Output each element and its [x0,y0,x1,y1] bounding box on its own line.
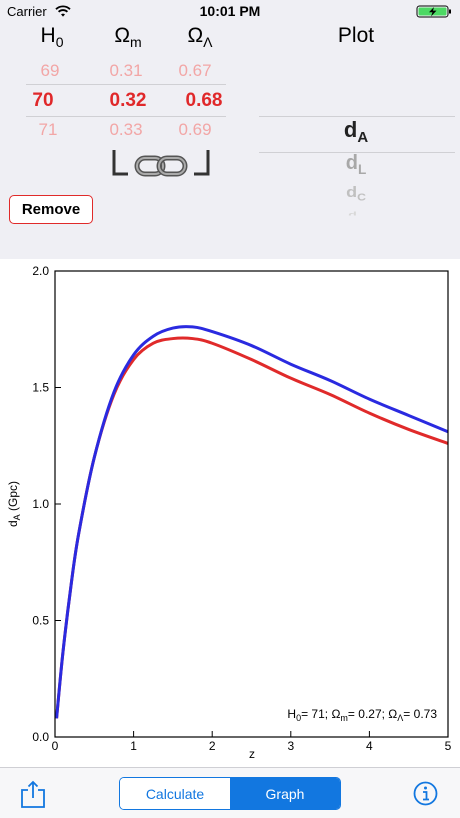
mode-segmented-control[interactable]: Calculate Graph [119,777,341,810]
x-tick-label: 0 [52,739,59,753]
y-tick-label: 0.0 [32,730,49,744]
y-tick-label: 0.5 [32,614,49,628]
parameter-panel: H0 Ωm ΩΛ 69 70 71 0.31 0.32 0.33 0.67 0.… [0,22,460,259]
graph-tab[interactable]: Graph [230,778,340,809]
omega-m-option-below[interactable]: 0.33 [109,120,143,139]
h0-option-above[interactable]: 69 [40,61,60,80]
plot-title: Plot [337,24,375,47]
x-axis-label: z [249,747,255,761]
h0-header: H0 [40,24,64,50]
plot-option-da[interactable]: dA [343,117,369,147]
omega-m-header: Ωm [114,24,142,50]
x-tick-label: 2 [209,739,216,753]
status-bar: Carrier 10:01 PM [0,0,460,22]
battery-charging-icon [416,5,451,18]
plot-selection-line-bottom [259,152,455,153]
series-line-1 [55,336,449,719]
y-tick-label: 1.5 [32,381,49,395]
link-icon[interactable] [110,146,212,180]
omega-lambda-option-selected[interactable]: 0.68 [185,90,223,111]
parameter-annotation: H0= 71; Ωm= 0.27; ΩΛ= 0.73 [287,707,437,723]
picker-selection-line-bottom [26,116,226,117]
carrier-label: Carrier [7,4,47,19]
omega-lambda-header: ΩΛ [187,24,213,50]
plot-option-dh[interactable]: dH [348,210,363,216]
info-icon[interactable] [413,781,438,806]
x-tick-label: 3 [287,739,294,753]
y-axis-label: dA (Gpc) [6,481,22,527]
plot-option-dl[interactable]: dL [345,152,367,177]
clock: 10:01 PM [199,3,261,19]
plot-selection-line-top [259,116,455,117]
plot-option-dc[interactable]: dC [346,184,366,203]
omega-lambda-option-below[interactable]: 0.69 [178,120,212,139]
picker-selection-line-top [26,84,226,85]
wifi-icon [55,5,71,17]
h0-option-below[interactable]: 71 [38,120,58,139]
distance-chart: 0 1 2 3 4 5 0.0 0.5 1.0 1.5 2.0 z dA (Gpc) H0= 71… [6,264,452,761]
x-tick-label: 5 [445,739,452,753]
calculate-tab[interactable]: Calculate [120,778,230,809]
y-tick-label: 1.0 [32,497,49,511]
x-tick-label: 4 [366,739,373,753]
h0-option-selected[interactable]: 70 [32,90,54,111]
share-icon[interactable] [20,780,46,808]
omega-m-option-above[interactable]: 0.31 [109,61,143,80]
omega-m-option-selected[interactable]: 0.32 [109,90,147,111]
bottom-toolbar: Calculate Graph [0,767,460,818]
plot-frame [54,270,449,738]
omega-lambda-option-above[interactable]: 0.67 [178,61,212,80]
y-tick-label: 2.0 [32,264,49,278]
x-tick-label: 1 [130,739,137,753]
series-line-2 [55,325,449,719]
remove-button[interactable]: Remove [9,195,93,224]
graph-area: 0 1 2 3 4 5 0.0 0.5 1.0 1.5 2.0 z dA (Gpc) H0= 71… [0,259,460,767]
